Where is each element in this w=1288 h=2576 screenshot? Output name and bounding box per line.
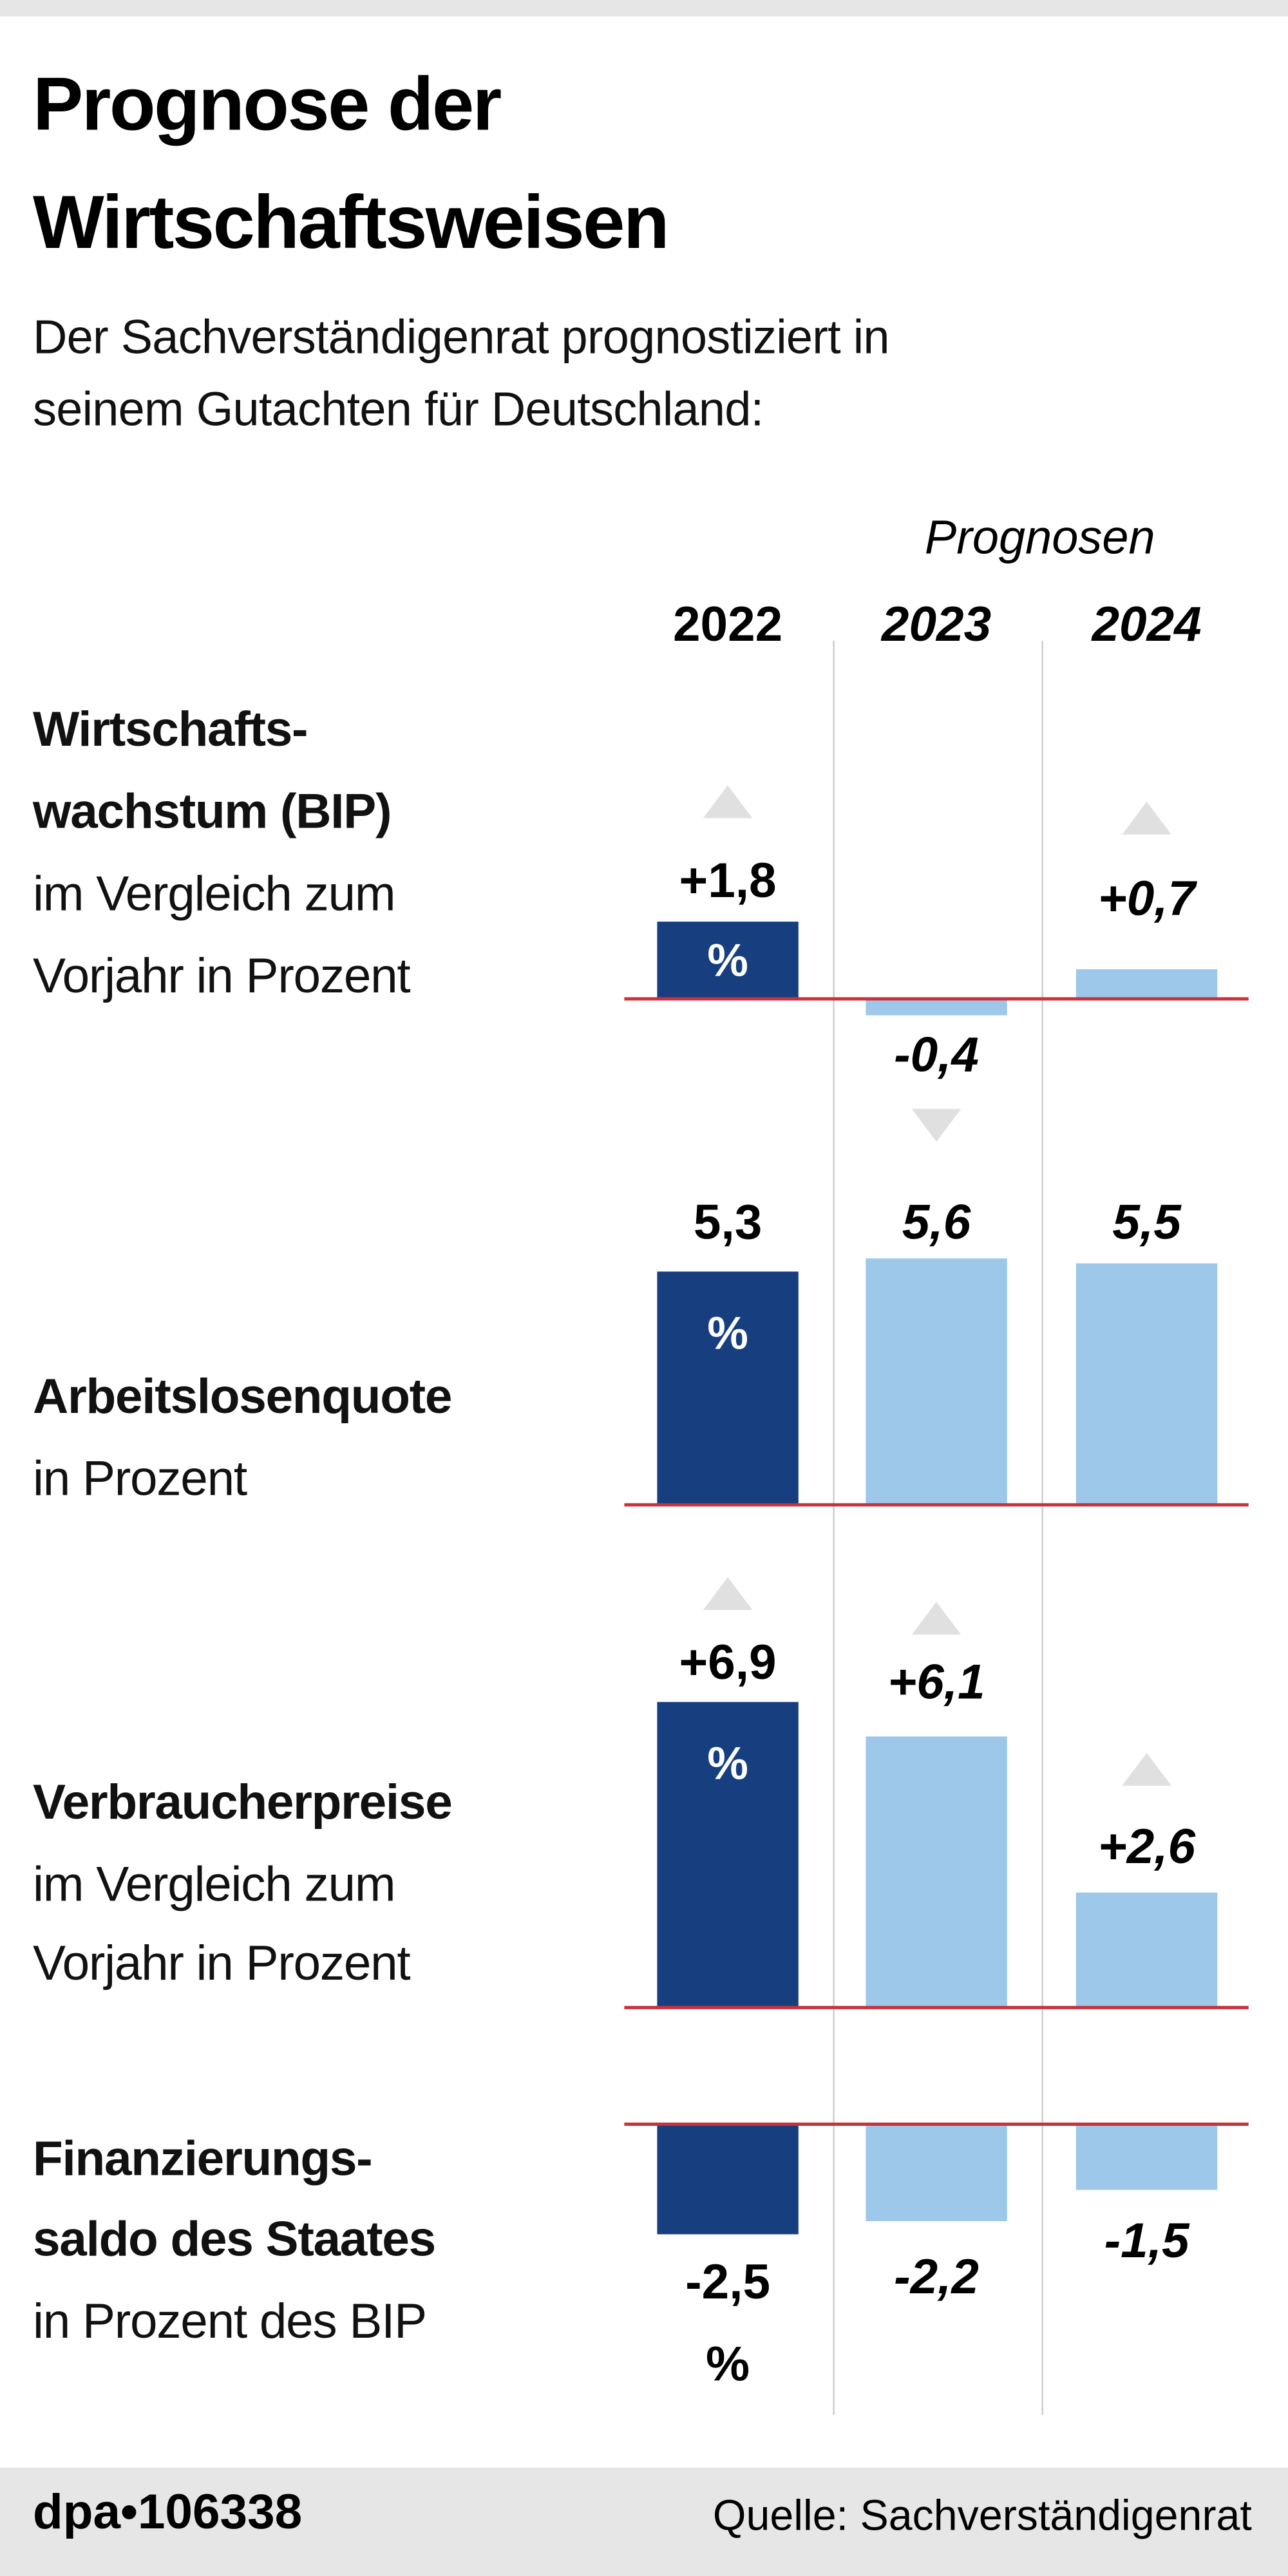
year-2022: 2022 [672, 598, 783, 652]
bar-2023 [866, 999, 1007, 1016]
arrow-up-icon [1122, 801, 1171, 835]
percent-marker: % [707, 934, 748, 985]
bar-2022 [657, 922, 799, 999]
panel-label-line: im Vergleich zum [33, 1858, 396, 1913]
panel-label-line: Arbeitslosenquote [33, 1370, 452, 1425]
title-line-1: Prognose der [33, 61, 502, 147]
panel-label-line: Finanzierungs- [33, 2132, 373, 2187]
bar-2024 [1075, 2124, 1218, 2190]
arrow-up-icon [911, 1602, 961, 1635]
title-line-2: Wirtschaftsweisen [33, 179, 670, 265]
footer-bar [0, 2467, 1288, 2576]
panel-label-line: in Prozent des BIP [33, 2295, 427, 2349]
bar-2022 [657, 1701, 799, 2008]
agency-credit: dpa•106338 [33, 2485, 303, 2540]
bar-2022 [657, 2124, 799, 2235]
percent-marker: % [706, 2338, 750, 2392]
value-label-2022: +6,9 [679, 1636, 777, 1690]
bar-2024 [1075, 1262, 1218, 1505]
value-label-2024: -1,5 [1104, 2214, 1189, 2269]
value-label-2024: 5,5 [1112, 1196, 1181, 1251]
value-label-2023: -2,2 [894, 2250, 980, 2306]
zero-line [624, 1503, 1249, 1507]
value-label-2022: +1,8 [679, 854, 777, 909]
panel-label-line: im Vergleich zum [33, 867, 396, 922]
arrow-down-icon [911, 1108, 961, 1142]
bar-2024 [1075, 1892, 1218, 2008]
panel-label-line: Wirtschafts- [33, 703, 308, 758]
year-2023: 2023 [881, 598, 992, 652]
zero-line [624, 2122, 1249, 2126]
subtitle-line-1: Der Sachverständigenrat prognostiziert i… [33, 312, 890, 365]
value-label-2023: +6,1 [887, 1656, 985, 1710]
bar-2022 [657, 1271, 799, 1505]
panel-label-line: Verbraucherpreise [33, 1776, 453, 1830]
bar-2024 [1075, 969, 1218, 999]
top-bar [0, 0, 1288, 17]
value-label-2023: -0,4 [894, 1028, 980, 1083]
arrow-up-icon [703, 1577, 753, 1610]
percent-marker: % [707, 1738, 748, 1789]
panel-label-line: wachstum (BIP) [33, 785, 392, 840]
arrow-up-icon [1122, 1752, 1171, 1786]
bar-2023 [866, 1737, 1007, 2008]
prognosen-label: Prognosen [924, 512, 1155, 565]
value-label-2024: +2,6 [1098, 1820, 1196, 1875]
year-2024: 2024 [1092, 598, 1202, 652]
zero-line [624, 997, 1249, 1001]
value-label-2022: 5,3 [693, 1196, 762, 1251]
value-label-2024: +0,7 [1098, 872, 1196, 927]
percent-marker: % [707, 1307, 748, 1359]
source-note: Quelle: Sachverständigenrat [712, 2490, 1252, 2540]
subtitle-line-2: seinem Gutachten für Deutschland: [33, 384, 764, 437]
panel-label-line: Vorjahr in Prozent [33, 1937, 411, 1991]
column-divider [1041, 640, 1043, 2415]
value-label-2023: 5,6 [902, 1196, 971, 1251]
value-label-2022: -2,5 [685, 2255, 771, 2310]
panel-label-line: in Prozent [33, 1452, 247, 1507]
bar-2023 [866, 2124, 1007, 2221]
bar-2023 [866, 1258, 1007, 1505]
column-divider [833, 640, 835, 2415]
panel-label-line: saldo des Staates [33, 2213, 436, 2268]
panel-label-line: Vorjahr in Prozent [33, 949, 411, 1004]
arrow-up-icon [703, 785, 753, 819]
zero-line [624, 2005, 1249, 2009]
